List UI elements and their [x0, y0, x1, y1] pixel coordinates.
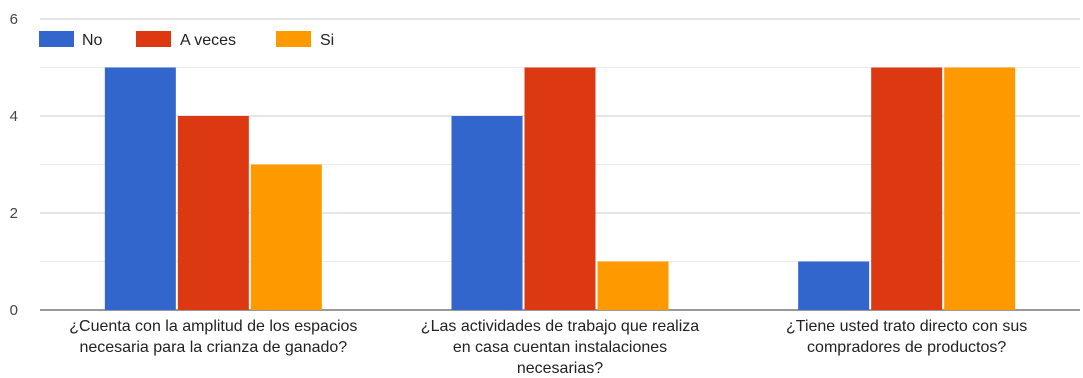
legend-swatch-no [39, 31, 74, 47]
x-category-label: ¿Tiene usted trato directo con sus compra… [786, 318, 1027, 356]
legend-swatch-a-veces [136, 31, 171, 47]
x-category-label: ¿Cuenta con la amplitud de los espacios n… [69, 318, 357, 356]
legend-label: A veces [180, 32, 236, 49]
legend: No A veces Si [39, 31, 334, 49]
bar-no-3 [798, 261, 870, 310]
bars [104, 67, 1016, 310]
y-tick-label: 0 [10, 302, 18, 319]
bar-si-2 [597, 261, 669, 310]
bar-a-veces-2 [524, 67, 596, 310]
legend-label: No [82, 32, 103, 49]
bar-a-veces-3 [871, 67, 943, 310]
x-category-label: ¿Las actividades de trabajo que realiza e… [421, 318, 699, 377]
bar-no-2 [451, 116, 523, 310]
legend-swatch-si [276, 31, 311, 47]
bar-no-1 [104, 67, 176, 310]
y-tick-label: 6 [10, 11, 18, 28]
y-tick-label: 4 [10, 108, 18, 125]
axes: 0 2 4 6 ¿Cuenta con la amplitud de los espac… [10, 11, 1028, 377]
y-tick-label: 2 [10, 205, 18, 222]
bar-si-1 [250, 164, 322, 310]
bar-si-3 [944, 67, 1016, 310]
bar-a-veces-1 [177, 116, 249, 310]
legend-label: Si [320, 32, 334, 49]
